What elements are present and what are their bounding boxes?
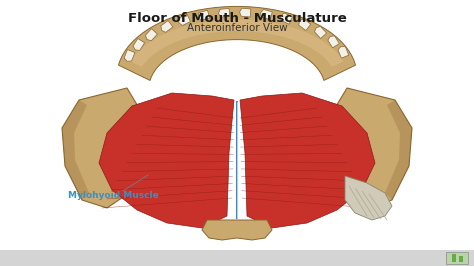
Polygon shape [130,20,344,67]
Polygon shape [299,19,311,31]
Polygon shape [99,93,234,228]
Bar [459,256,463,262]
Polygon shape [179,14,191,26]
Polygon shape [315,27,327,39]
Polygon shape [261,9,272,20]
Polygon shape [240,93,375,228]
Polygon shape [385,100,412,200]
Polygon shape [328,36,339,48]
Polygon shape [345,176,392,220]
Bar [452,254,456,262]
Polygon shape [124,49,135,61]
Polygon shape [161,20,173,32]
Bar [0,250,474,266]
Polygon shape [146,29,157,41]
Polygon shape [62,88,145,208]
Polygon shape [219,9,230,17]
Polygon shape [118,6,356,80]
Polygon shape [62,100,89,200]
Polygon shape [281,13,292,24]
Polygon shape [198,10,210,20]
Polygon shape [133,39,145,50]
Polygon shape [202,220,272,240]
Text: Mylohyoid Muscle: Mylohyoid Muscle [68,190,159,200]
Text: Floor of Mouth - Musculature: Floor of Mouth - Musculature [128,12,346,25]
Text: Anteroinferior View: Anteroinferior View [187,23,287,33]
Polygon shape [239,8,251,17]
Polygon shape [329,88,412,208]
Polygon shape [338,47,349,58]
Bar [446,252,468,264]
